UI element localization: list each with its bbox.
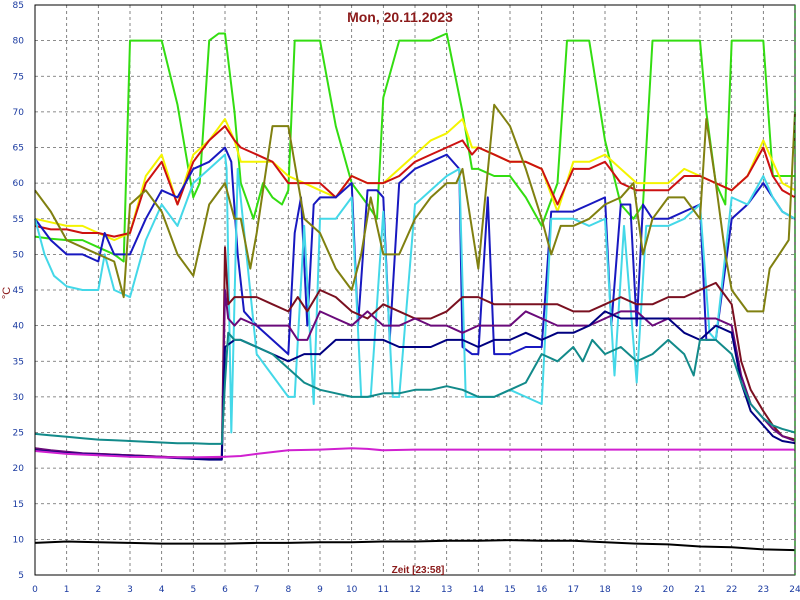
y-tick-label: 45 bbox=[13, 286, 24, 296]
y-tick-label: 15 bbox=[13, 500, 24, 510]
x-tick-label: 0 bbox=[32, 585, 38, 595]
y-tick-label: 25 bbox=[13, 429, 24, 439]
x-tick-label: 13 bbox=[441, 585, 452, 595]
x-tick-label: 21 bbox=[694, 585, 705, 595]
series-line-11 bbox=[34, 447, 795, 459]
x-tick-labels: 0 1 2 3 4 5 6 7 8 9 10 11 12 13 14 15 16 17 18 19 20 21 22 23 24 bbox=[32, 585, 800, 595]
y-tick-label: 40 bbox=[13, 322, 25, 332]
x-tick-label: 6 bbox=[222, 585, 228, 595]
x-tick-label: 12 bbox=[409, 585, 420, 595]
y-tick-label: 80 bbox=[13, 37, 25, 47]
x-axis-label: Zeit [23:58] bbox=[392, 565, 445, 576]
x-tick-label: 15 bbox=[504, 585, 515, 595]
y-tick-label: 60 bbox=[13, 179, 25, 189]
y-tick-label: 20 bbox=[13, 464, 25, 474]
y-tick-label: 75 bbox=[13, 72, 24, 82]
y-tick-label: 35 bbox=[13, 357, 24, 367]
x-tick-label: 11 bbox=[378, 585, 389, 595]
y-tick-labels: 5 10 15 20 25 30 35 40 45 50 55 60 65 70 75 80 85 bbox=[13, 1, 25, 581]
x-tick-label: 9 bbox=[317, 585, 323, 595]
y-tick-label: 30 bbox=[13, 393, 25, 403]
y-tick-label: 65 bbox=[13, 144, 24, 154]
series-line-10 bbox=[34, 331, 796, 445]
series-line-1 bbox=[34, 32, 795, 263]
chart-title: Mon, 20.11.2023 bbox=[347, 9, 453, 25]
x-tick-label: 16 bbox=[536, 585, 548, 595]
series-line-6 bbox=[34, 103, 796, 313]
y-tick-label: 5 bbox=[18, 571, 24, 581]
x-tick-label: 10 bbox=[346, 585, 358, 595]
series-line-2 bbox=[34, 118, 796, 242]
x-tick-label: 24 bbox=[789, 585, 800, 595]
y-tick-label: 85 bbox=[13, 1, 24, 11]
x-tick-label: 5 bbox=[190, 585, 196, 595]
series-group bbox=[34, 32, 796, 552]
x-tick-label: 3 bbox=[127, 585, 133, 595]
x-tick-label: 20 bbox=[663, 585, 675, 595]
x-tick-label: 14 bbox=[473, 585, 485, 595]
x-tick-label: 1 bbox=[64, 585, 70, 595]
x-tick-label: 19 bbox=[631, 585, 643, 595]
x-tick-label: 4 bbox=[159, 585, 165, 595]
x-tick-label: 17 bbox=[568, 585, 579, 595]
y-tick-label: 55 bbox=[13, 215, 24, 225]
x-tick-label: 18 bbox=[599, 585, 611, 595]
x-tick-label: 2 bbox=[95, 585, 101, 595]
x-tick-label: 23 bbox=[758, 585, 769, 595]
series-line-12 bbox=[34, 539, 796, 552]
y-tick-label: 10 bbox=[13, 535, 25, 545]
y-axis-label: °C bbox=[1, 287, 13, 299]
x-tick-label: 8 bbox=[285, 585, 291, 595]
x-tick-label: 7 bbox=[254, 585, 260, 595]
series-line-5 bbox=[34, 153, 796, 434]
x-tick-label: 22 bbox=[726, 585, 737, 595]
y-tick-label: 50 bbox=[13, 250, 25, 260]
series-line-3 bbox=[34, 125, 796, 238]
y-tick-label: 70 bbox=[13, 108, 25, 118]
